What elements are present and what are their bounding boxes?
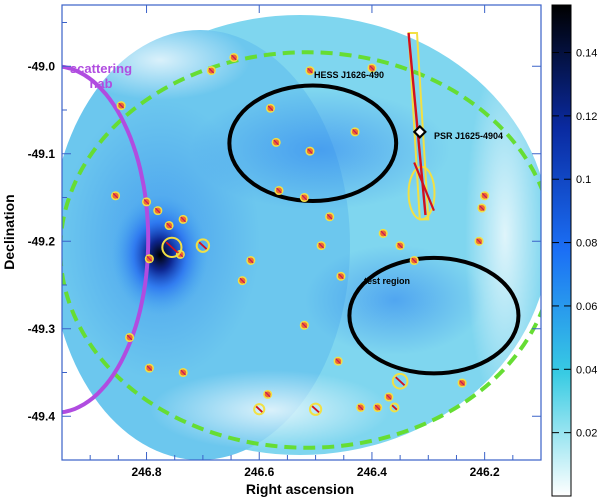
x-tick-label: 246.2	[470, 465, 500, 479]
large-source-circle	[389, 402, 400, 413]
sources-layer	[110, 52, 490, 416]
large-source-error-line	[255, 405, 263, 413]
x-axis-label: Right ascension	[246, 481, 354, 497]
psr-error-box	[407, 32, 430, 221]
source-error-line	[267, 105, 274, 112]
scattering-label-line1: scattering	[70, 61, 132, 76]
psr-slant-line	[413, 162, 435, 212]
large-source-circle	[195, 238, 211, 253]
colorbar: 0.02 0.04 0.06 0.08 0.1 0.12 0.14	[551, 4, 597, 497]
large-source-error-line	[391, 404, 398, 411]
source-error-line	[247, 257, 254, 264]
colorbar-tick-label: 0.06	[576, 301, 597, 313]
overlays	[62, 32, 541, 450]
source-error-line	[154, 207, 161, 214]
source-error-line	[126, 334, 133, 341]
source-error-line	[357, 404, 364, 411]
y-tick-label: -49.1	[28, 147, 56, 161]
large-source-error-line	[395, 376, 406, 386]
y-axis-label: Declination	[1, 194, 17, 269]
source-error-line	[476, 238, 482, 245]
source-error-line	[180, 369, 186, 376]
source-error-line	[273, 139, 279, 146]
source-error-line	[374, 404, 381, 411]
x-axis: 246.8 246.6 246.4 246.2	[89, 5, 514, 479]
colorbar-gradient	[551, 4, 572, 497]
psr-marker-diamond	[412, 124, 427, 139]
field-of-view-circle	[62, 50, 541, 450]
intensity-map	[62, 15, 541, 460]
colorbar-ticks: 0.02 0.04 0.06 0.08 0.1 0.12 0.14	[552, 48, 597, 440]
y-tick-label: -49.2	[28, 234, 56, 248]
source-error-line	[118, 102, 124, 109]
colorbar-tick-label: 0.1	[576, 174, 591, 186]
source-error-line	[301, 322, 308, 329]
large-source-circle	[308, 402, 323, 416]
source-error-line	[338, 273, 344, 280]
plot-area: 246.8 246.6 246.4 246.2 -49.0-49.1-49.2-49.…	[28, 4, 542, 479]
source-error-line	[276, 187, 282, 194]
source-error-line	[239, 277, 246, 284]
source-error-line	[143, 199, 150, 205]
source-error-line	[352, 129, 358, 135]
x-tick-label: 246.8	[132, 465, 162, 479]
large-source-error-line	[165, 241, 179, 254]
source-error-line	[479, 205, 485, 211]
colorbar-tick-label: 0.12	[576, 111, 597, 123]
regions-layer	[227, 83, 521, 376]
psr-label: PSR J1625-4904	[434, 131, 503, 141]
scattering-label-line2: hab	[89, 76, 112, 91]
source-error-line	[326, 213, 333, 220]
source-error-line	[380, 230, 387, 237]
colorbar-tick-label: 0.08	[576, 238, 597, 250]
large-source-error-line	[311, 405, 320, 414]
colorbar-tick-label: 0.02	[576, 428, 597, 440]
y-tick-label: -49.3	[28, 322, 56, 336]
pulsar-layer	[407, 32, 436, 221]
test-region-label: test region	[364, 276, 410, 286]
source-error-line	[411, 257, 418, 264]
large-source-circle	[391, 372, 409, 390]
source-error-line	[481, 192, 488, 199]
x-tick-label: 246.4	[357, 465, 387, 479]
source-error-line	[318, 242, 325, 249]
source-error-line	[180, 216, 186, 223]
x-tick-label: 246.6	[244, 465, 274, 479]
source-error-line	[146, 255, 153, 262]
source-error-line	[112, 192, 119, 199]
colorbar-tick-label: 0.04	[576, 364, 597, 376]
scattering-hab-arc	[62, 64, 151, 415]
large-source-circle	[161, 236, 183, 258]
source-error-line	[146, 365, 153, 371]
y-axis: -49.0 -49.1 -49.2 -49.3 -49.4	[28, 22, 541, 423]
source-error-line	[369, 65, 375, 71]
hess-label: HESS J1626-490	[314, 70, 384, 80]
source-error-line	[307, 148, 313, 154]
source-error-line	[397, 242, 403, 249]
colorbar-tick-label: 0.14	[576, 48, 597, 60]
large-source-circle	[253, 403, 266, 416]
source-error-line	[335, 358, 341, 364]
source-error-line	[301, 194, 308, 201]
source-error-line	[231, 54, 237, 61]
plot-frame	[61, 4, 542, 461]
source-error-line	[307, 67, 313, 74]
source-error-line	[459, 380, 465, 386]
source-error-line	[386, 394, 392, 400]
source-error-line	[264, 391, 271, 398]
y-tick-label: -49.4	[28, 409, 56, 423]
source-error-line	[208, 67, 215, 74]
source-error-line	[166, 222, 172, 229]
region-ellipse-1	[347, 255, 521, 376]
region-ellipse-0	[227, 83, 399, 203]
y-tick-label: -49.0	[28, 59, 56, 73]
large-source-error-line	[198, 241, 208, 250]
